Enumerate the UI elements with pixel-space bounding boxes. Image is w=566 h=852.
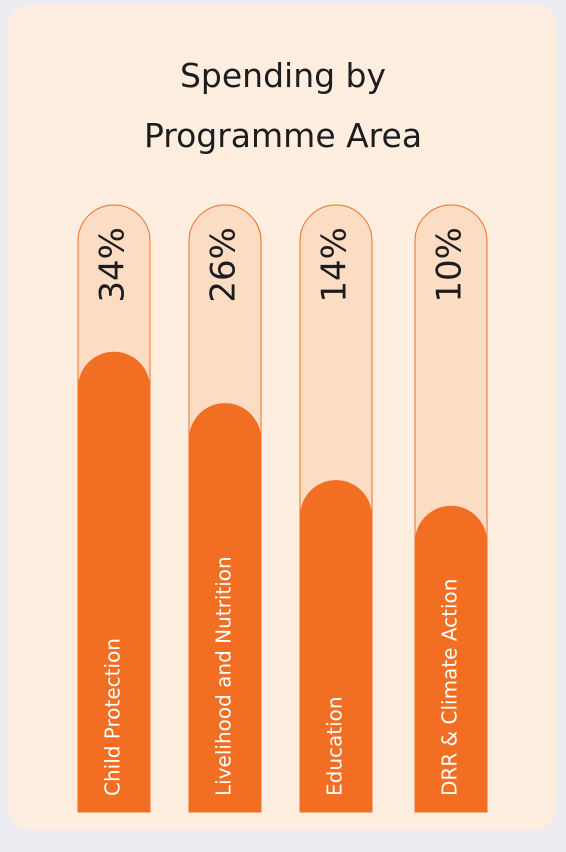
category-label: DRR & Climate Action <box>438 579 462 796</box>
value-label: 14% <box>315 227 355 303</box>
chart-title: Spending by Programme Area <box>143 56 423 155</box>
bar <box>189 403 261 812</box>
bar <box>300 480 372 812</box>
value-label: 10% <box>430 227 470 303</box>
bar <box>415 505 487 812</box>
bar <box>78 351 150 812</box>
category-label: Livelihood and Nutrition <box>212 556 236 796</box>
value-label: 34% <box>93 227 133 303</box>
category-label: Education <box>323 696 347 796</box>
category-label: Child Protection <box>101 638 125 796</box>
value-label: 26% <box>204 227 244 303</box>
